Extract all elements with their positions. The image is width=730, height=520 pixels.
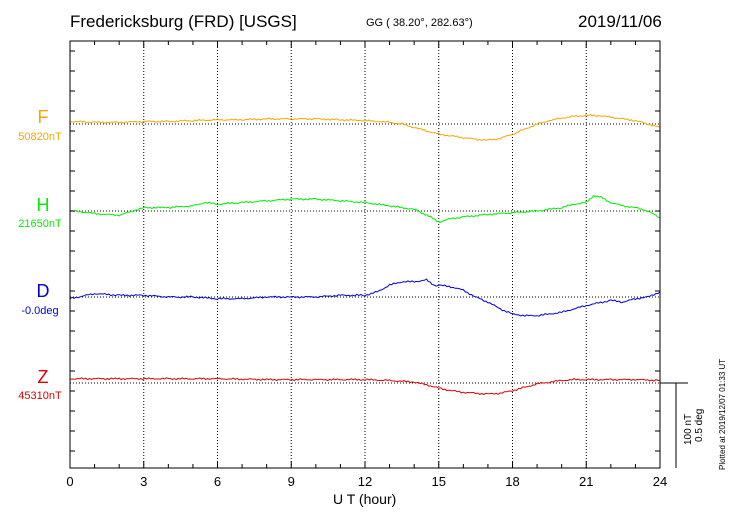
date-label: 2019/11/06: [578, 12, 662, 31]
series-line-h: [69, 194, 661, 223]
x-tick-label: 0: [66, 474, 74, 489]
component-label-z: Z: [37, 367, 49, 387]
x-tick-label: 21: [579, 474, 594, 489]
scale-bar-deg-label: 0.5 deg: [694, 408, 705, 442]
x-tick-label: 18: [505, 474, 520, 489]
plotted-timestamp: Plotted at 2019/12/07 01:33 UT: [718, 358, 727, 470]
baseline-label-h: 21650nT: [18, 218, 62, 230]
component-label-d: D: [36, 281, 50, 301]
x-axis-label: U T (hour): [333, 491, 397, 507]
baseline-label-d: -0.0deg: [21, 305, 59, 317]
series-layer: [69, 113, 661, 396]
series-line-z: [69, 377, 661, 396]
tick-layer: [69, 41, 661, 468]
component-label-f: F: [37, 107, 49, 127]
series-line-d: [69, 278, 661, 317]
x-tick-label: 12: [357, 474, 373, 489]
scale-bar: [660, 382, 688, 468]
x-tick-label: 15: [431, 474, 446, 489]
x-tick-label: 9: [287, 474, 295, 489]
station-title: Fredericksburg (FRD) [USGS]: [70, 12, 297, 31]
scale-bar-nt-label: 100 nT: [683, 413, 694, 445]
x-tick-label: 24: [652, 474, 668, 489]
x-tick-label: 3: [140, 474, 148, 489]
baseline-label-f: 50820nT: [18, 131, 62, 143]
component-label-h: H: [36, 195, 50, 215]
baseline-label-z: 45310nT: [18, 390, 62, 402]
series-line-f: [69, 113, 661, 142]
coordinates-label: GG ( 38.20°, 282.63°): [366, 17, 473, 29]
x-tick-label: 6: [213, 474, 222, 489]
grid-layer: [70, 41, 660, 468]
